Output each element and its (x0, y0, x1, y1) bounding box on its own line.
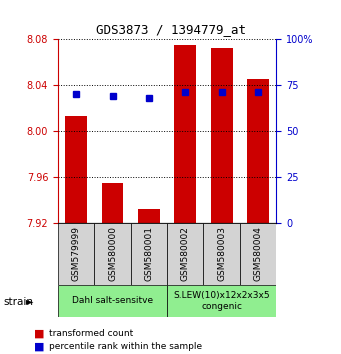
Bar (247, 79, 269, 223)
Text: Dahl salt-sensitve: Dahl salt-sensitve (72, 296, 153, 306)
Bar (58, 285, 167, 317)
Text: GSM580003: GSM580003 (217, 227, 226, 281)
Text: S.LEW(10)x12x2x3x5
congenic: S.LEW(10)x12x2x3x5 congenic (173, 291, 270, 310)
Text: GDS3873 / 1394779_at: GDS3873 / 1394779_at (95, 23, 246, 36)
Text: ►: ► (26, 297, 33, 307)
Bar (204, 223, 240, 285)
Text: GSM580000: GSM580000 (108, 227, 117, 281)
Text: percentile rank within the sample: percentile rank within the sample (49, 342, 203, 351)
Text: ■: ■ (34, 341, 45, 351)
Bar (211, 48, 233, 223)
Text: GSM580004: GSM580004 (253, 227, 263, 281)
Bar (167, 223, 204, 285)
Bar (138, 209, 160, 223)
Text: ■: ■ (34, 329, 45, 339)
Bar (240, 223, 276, 285)
Text: GSM580002: GSM580002 (181, 227, 190, 281)
Bar (65, 116, 87, 223)
Bar (167, 285, 276, 317)
Text: strain: strain (3, 297, 33, 307)
Text: transformed count: transformed count (49, 329, 134, 338)
Bar (131, 223, 167, 285)
Bar (102, 183, 123, 223)
Text: GSM580001: GSM580001 (144, 227, 153, 281)
Bar (94, 223, 131, 285)
Bar (58, 223, 94, 285)
Bar (174, 45, 196, 223)
Text: GSM579999: GSM579999 (72, 227, 81, 281)
